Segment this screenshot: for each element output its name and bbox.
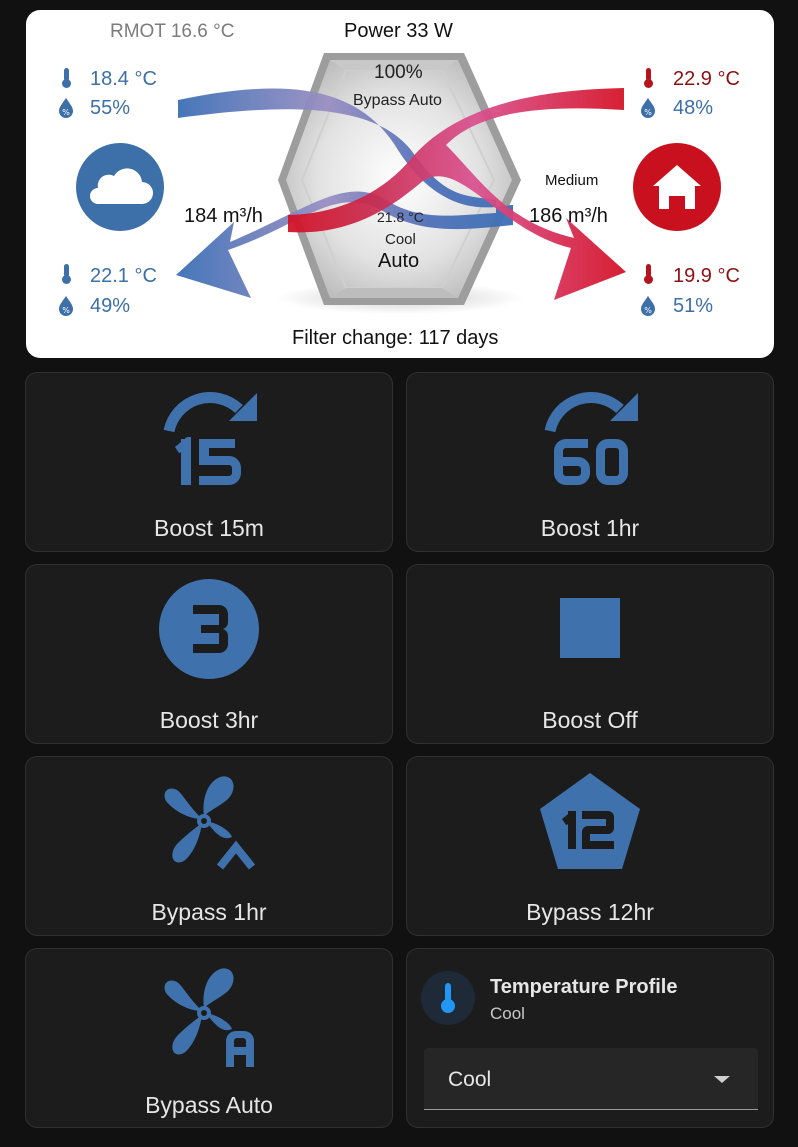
filter-change-days: Filter change: 117 days <box>292 327 499 349</box>
power-readout: Power 33 W <box>344 20 453 42</box>
exhaust-temperature: 19.9 °C <box>673 265 740 287</box>
svg-text:%: % <box>62 108 70 117</box>
bypass-auto-label: Bypass Auto <box>145 1092 273 1118</box>
temperature-profile-select[interactable]: Cool <box>424 1048 758 1110</box>
supply-humidity: 49% <box>90 295 131 317</box>
boost-15m-label: Boost 15m <box>154 515 264 541</box>
boost-1hr-button[interactable]: Boost 1hr <box>406 372 774 552</box>
supply-temperature: 22.1 °C <box>90 265 157 287</box>
bypass-1hr-label: Bypass 1hr <box>151 899 267 925</box>
humidity-icon: % <box>59 296 73 316</box>
svg-text:%: % <box>644 306 652 315</box>
thermometer-icon <box>62 264 71 284</box>
bypass-mode: Bypass Auto <box>353 92 442 109</box>
svg-text:%: % <box>644 108 652 117</box>
thermometer-icon <box>441 983 455 1013</box>
supply-airflow: 184 m³/h <box>184 205 263 227</box>
timer-60-icon <box>544 392 638 485</box>
numeric-3-circle-icon <box>159 579 259 679</box>
boost-15m-button[interactable]: Boost 15m <box>25 372 393 552</box>
extract-airflow: 186 m³/h <box>529 205 608 227</box>
thermometer-icon <box>644 68 653 88</box>
humidity-icon: % <box>641 296 655 316</box>
profile-icon-badge <box>421 971 475 1025</box>
humidity-icon: % <box>59 98 73 118</box>
boost-off-button[interactable]: Boost Off <box>406 564 774 744</box>
select-value: Cool <box>448 1068 492 1091</box>
fan-speed: Medium <box>545 172 599 189</box>
chevron-down-icon[interactable] <box>714 1076 730 1083</box>
svg-text:%: % <box>62 306 70 315</box>
fan-auto-icon <box>164 968 254 1067</box>
extract-humidity: 48% <box>673 97 714 119</box>
exhaust-humidity: 51% <box>673 295 714 317</box>
humidity-icon: % <box>641 98 655 118</box>
thermometer-icon <box>644 264 653 284</box>
core-temperature: 21.8 °C <box>377 209 424 225</box>
boost-3hr-button[interactable]: Boost 3hr <box>25 564 393 744</box>
boost-off-label: Boost Off <box>542 707 638 733</box>
fresh-air-flow-arrow <box>176 88 513 298</box>
flow-diagram <box>76 53 721 314</box>
outdoor-temperature: 18.4 °C <box>90 68 157 90</box>
stop-icon <box>560 598 620 658</box>
profile-state: Cool <box>490 1004 525 1023</box>
ventilation-flow-card: RMOT 16.6 °C Power 33 W 100% Bypass Auto… <box>26 10 774 358</box>
extract-temperature: 22.9 °C <box>673 68 740 90</box>
timer-15-icon <box>163 392 257 485</box>
bypass-percent: 100% <box>374 62 423 83</box>
thermometer-icon <box>62 68 71 88</box>
fan-chevron-up-icon <box>164 776 256 870</box>
indoor-house-icon <box>633 143 721 231</box>
profile-title: Temperature Profile <box>490 976 678 998</box>
core-mode: Cool <box>385 231 416 248</box>
boost-1hr-label: Boost 1hr <box>540 515 640 541</box>
core-auto: Auto <box>378 250 420 272</box>
rmot-temperature: RMOT 16.6 °C <box>110 21 235 42</box>
bypass-1hr-button[interactable]: Bypass 1hr <box>25 756 393 936</box>
bypass-auto-button[interactable]: Bypass Auto <box>25 948 393 1128</box>
numeric-12-pentagon-icon <box>540 773 640 869</box>
outdoor-humidity: 55% <box>90 97 131 119</box>
exhaust-air-flow-arrow <box>288 88 626 300</box>
boost-3hr-label: Boost 3hr <box>159 707 259 733</box>
bypass-12hr-label: Bypass 12hr <box>526 899 654 925</box>
outdoor-cloud-icon <box>76 143 164 231</box>
temperature-profile-card: Temperature Profile Cool Cool <box>406 948 774 1128</box>
bypass-12hr-button[interactable]: Bypass 12hr <box>406 756 774 936</box>
